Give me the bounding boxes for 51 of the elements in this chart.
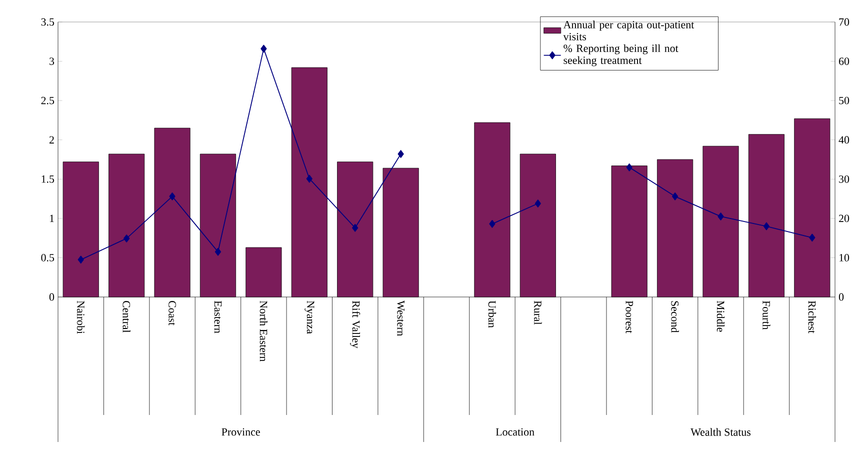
point — [78, 256, 84, 264]
point — [489, 220, 496, 228]
point — [763, 222, 770, 230]
point — [306, 174, 312, 183]
point — [534, 200, 541, 208]
legend-label: % Reporting being ill not seeking treatment — [564, 44, 678, 66]
y2-tick-label: 20 — [839, 214, 850, 222]
y-tick-label: 0.5 — [41, 254, 54, 262]
x-tick-label: Fourth — [762, 300, 770, 330]
y-tick-label: 2 — [49, 136, 54, 144]
point — [626, 163, 632, 172]
text: Location — [496, 428, 534, 436]
text: Province — [222, 428, 260, 436]
y-tick-label: 3 — [50, 58, 54, 65]
legend-label: Annual per capita out-patient visits — [563, 20, 694, 40]
y2-tick-label: 40 — [838, 136, 850, 144]
x-tick-label: Western — [397, 300, 404, 336]
point — [718, 212, 724, 220]
x-tick-label: Middle — [716, 300, 725, 332]
x-tick-label: North Eastern — [260, 300, 268, 362]
point — [169, 192, 176, 200]
y2-tick-label: 60 — [839, 58, 850, 65]
y-tick-label: 0 — [49, 293, 54, 301]
x-tick-label: Nairobi — [77, 300, 85, 334]
point — [260, 44, 267, 53]
point — [398, 150, 404, 158]
y2-tick-label: 10 — [840, 254, 850, 262]
x-tick-label: Eastern — [214, 300, 222, 334]
x-tick-label: Nyanza — [304, 300, 314, 334]
x-tick-label: Central — [122, 300, 130, 333]
point — [809, 234, 816, 242]
y2-tick-label: 30 — [839, 175, 850, 183]
x-tick-label: Urban — [488, 300, 496, 328]
x-tick-label: Rural — [534, 300, 542, 325]
x-tick-label: Coast — [168, 300, 176, 326]
y2-tick-label: 50 — [839, 96, 850, 104]
y-tick-label: 3.5 — [41, 18, 54, 26]
x-tick-label: Richest — [808, 300, 816, 334]
point — [672, 192, 678, 200]
y2-tick-label: 70 — [839, 18, 850, 26]
y2-tick-label: 0 — [838, 293, 844, 301]
y-tick-label: 1 — [50, 214, 54, 222]
x-tick-label: Second — [671, 301, 679, 333]
point — [352, 224, 358, 232]
text: Wealth Status — [690, 428, 750, 436]
x-tick-label: Rift Valley — [350, 300, 360, 348]
y-tick-label: 1.5 — [42, 175, 54, 183]
x-tick-label: Poorest — [626, 300, 633, 334]
y-tick-label: 2.5 — [41, 96, 54, 104]
point — [214, 248, 222, 256]
point — [124, 234, 130, 242]
